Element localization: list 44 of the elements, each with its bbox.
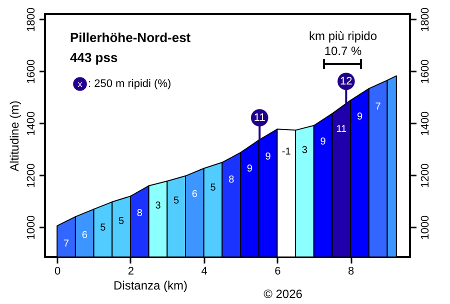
annotation: 3 (155, 200, 162, 212)
annotation: 9 (320, 136, 326, 148)
annotation: 9 (356, 111, 363, 122)
y-tick-label: 1000 (26, 215, 38, 240)
x-tick-label: 6 (274, 266, 281, 278)
annotation: 5 (100, 222, 106, 234)
text: © 2026 (264, 287, 303, 301)
annotation: x (78, 79, 83, 89)
y2-tick-label: 1000 (420, 215, 432, 240)
text: Pillerhöhe-Nord-est (70, 30, 192, 45)
y2-tick-label: 1600 (420, 59, 432, 84)
annotation: 10.7 % (324, 44, 362, 58)
annotation: 8 (228, 174, 235, 186)
x-tick-label: 2 (128, 266, 134, 278)
y-tick-label: 1800 (26, 7, 38, 32)
annotation: 8 (136, 208, 143, 219)
y2-tick-label: 1800 (420, 7, 432, 32)
annotation: 7 (375, 101, 382, 112)
annotation: 7 (63, 238, 70, 250)
x-axis-title: Distanza (km) (113, 278, 188, 292)
x-tick-label: 0 (54, 266, 61, 278)
annotation: 5 (174, 196, 180, 207)
y-tick-label: 1200 (26, 163, 38, 188)
text: 443 pss (70, 50, 118, 65)
annotation: -1 (282, 146, 292, 158)
y-axis-title: Altitudine (m) (8, 100, 22, 172)
annotation: 6 (192, 189, 198, 200)
annotation: 6 (82, 230, 88, 241)
y2-tick-label: 1200 (420, 163, 432, 188)
x-tick-label: 8 (348, 266, 354, 278)
annotation: 11 (336, 124, 348, 135)
annotation: : 250 m ripidi (%) (88, 78, 172, 90)
x-tick-label: 4 (201, 266, 208, 278)
annotation: 12 (340, 75, 352, 88)
annotation: km più ripido (308, 29, 378, 43)
y-tick-label: 1600 (26, 59, 38, 84)
annotation: 5 (118, 216, 125, 228)
annotation: 9 (246, 163, 253, 174)
y-tick-label: 1400 (26, 111, 38, 136)
annotation: 5 (210, 182, 216, 194)
annotation: 11 (254, 112, 266, 124)
annotation: 9 (265, 152, 272, 163)
y2-tick-label: 1400 (420, 111, 432, 136)
annotation: 3 (302, 144, 308, 156)
